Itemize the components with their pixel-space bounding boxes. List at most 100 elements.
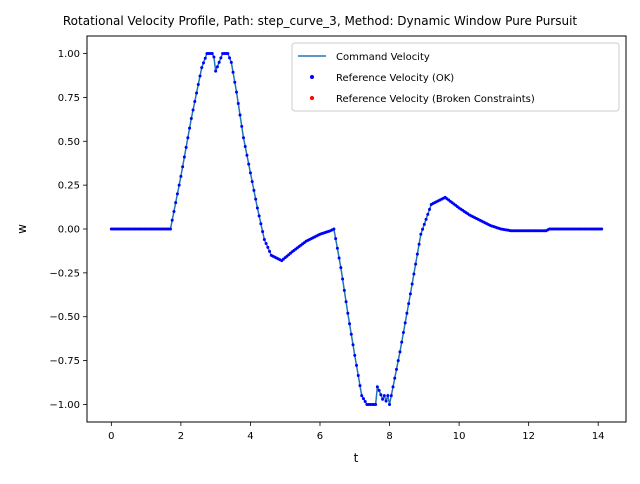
reference-ok-point [233, 80, 237, 84]
chart-title: Rotational Velocity Profile, Path: step_… [62, 14, 578, 28]
y-tick-label: 1.00 [58, 49, 80, 60]
legend-box [291, 42, 620, 112]
x-tick-label: 8 [386, 431, 392, 442]
reference-ok-point [422, 222, 426, 226]
reference-ok-point [363, 400, 367, 404]
reference-ok-point [168, 227, 172, 231]
reference-ok-point [335, 246, 339, 250]
reference-ok-point [195, 91, 199, 95]
reference-ok-point [351, 343, 355, 347]
reference-ok-point [177, 183, 181, 187]
reference-ok-point [396, 359, 400, 363]
x-tick-label: 4 [247, 431, 253, 442]
reference-ok-point [412, 272, 416, 276]
reference-ok-point [215, 65, 219, 69]
reference-ok-point [210, 52, 214, 56]
y-tick-label: −0.75 [49, 356, 80, 367]
reference-ok-point [358, 384, 362, 388]
reference-ok-point [419, 232, 423, 236]
reference-ok-point [184, 145, 188, 149]
reference-ok-point [346, 311, 350, 315]
reference-ok-point [191, 108, 195, 112]
reference-ok-point [405, 311, 409, 315]
reference-ok-point [349, 332, 353, 336]
reference-ok-point [228, 56, 232, 60]
reference-ok-point [408, 292, 412, 296]
reference-ok-point [217, 60, 221, 64]
reference-ok-point [398, 350, 402, 354]
x-tick-label: 6 [317, 431, 323, 442]
x-tick-label: 12 [522, 431, 535, 442]
reference-ok-point [241, 136, 245, 140]
reference-ok-point [341, 277, 345, 281]
reference-ok-point [361, 397, 365, 401]
reference-ok-point [337, 256, 341, 260]
reference-ok-point [421, 227, 425, 231]
reference-ok-point [214, 69, 218, 73]
reference-ok-point [201, 61, 205, 65]
legend-label-reference-ok: Reference Velocity (OK) [336, 73, 454, 84]
reference-ok-point [188, 126, 192, 130]
reference-ok-point [229, 60, 233, 64]
reference-ok-point [391, 385, 395, 389]
reference-ok-point [200, 66, 204, 70]
y-axis-label: w [15, 224, 29, 234]
reference-ok-point [245, 153, 249, 157]
reference-ok-point [198, 74, 202, 78]
legend-label-command-velocity: Command Velocity [336, 52, 430, 63]
reference-ok-point [175, 192, 179, 196]
reference-ok-point [355, 363, 358, 367]
x-tick-label: 14 [592, 431, 605, 442]
reference-ok-point [235, 90, 239, 94]
reference-ok-point [339, 266, 343, 270]
reference-ok-point [344, 300, 348, 304]
y-tick-label: 0.25 [58, 181, 80, 192]
legend-label-reference-broken: Reference Velocity (Broken Constraints) [336, 94, 535, 105]
reference-ok-point [388, 402, 392, 406]
reference-ok-point [186, 136, 190, 140]
reference-ok-point [254, 197, 258, 201]
y-tick-label: −0.25 [49, 268, 80, 279]
x-tick-label: 10 [453, 431, 466, 442]
reference-ok-point [266, 245, 270, 249]
reference-ok-point [393, 376, 397, 380]
reference-ok-point [238, 113, 242, 117]
reference-ok-point [236, 102, 240, 106]
reference-ok-point [182, 155, 186, 159]
reference-ok-point [203, 56, 207, 60]
reference-ok-point [196, 83, 200, 87]
reference-ok-point [600, 227, 604, 231]
reference-ok-point [181, 165, 185, 169]
reference-ok-point [400, 340, 404, 344]
reference-ok-point [414, 262, 418, 266]
legend: Command Velocity Reference Velocity (OK) R… [291, 42, 620, 112]
x-axis-label: t [354, 451, 359, 465]
y-tick-label: 0.50 [58, 137, 80, 148]
reference-ok-point [426, 212, 430, 216]
reference-ok-point [417, 242, 421, 246]
reference-ok-point [382, 394, 386, 398]
reference-ok-point [377, 388, 381, 392]
y-tick-label: 0.00 [58, 225, 80, 236]
y-tick-label: −0.50 [49, 312, 80, 323]
reference-ok-point [334, 237, 338, 241]
reference-ok-point [381, 397, 385, 401]
reference-ok-point [257, 214, 261, 218]
reference-ok-point [356, 374, 360, 377]
reference-ok-point [268, 249, 272, 253]
reference-ok-point [259, 222, 263, 226]
legend-swatch-reference-ok [310, 75, 314, 79]
reference-ok-point [248, 171, 252, 175]
reference-ok-point [360, 394, 364, 398]
reference-ok-point [374, 402, 378, 406]
reference-ok-point [243, 145, 247, 149]
y-tick-label: −1.00 [49, 400, 80, 411]
reference-ok-point [261, 230, 265, 234]
reference-ok-point [428, 207, 432, 211]
reference-ok-point [389, 394, 393, 398]
reference-ok-point [174, 201, 178, 205]
reference-ok-point [264, 241, 268, 245]
reference-ok-point [410, 282, 414, 286]
